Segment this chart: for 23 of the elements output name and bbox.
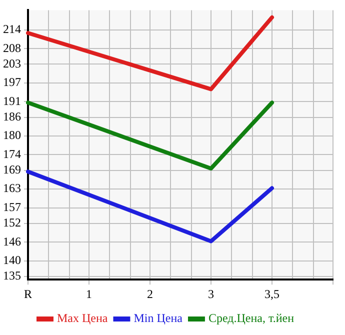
y-tick-label: 163 <box>3 181 21 196</box>
y-tick-label: 146 <box>3 234 21 248</box>
legend-label: Сред.Цена, т.йен <box>208 311 295 326</box>
x-tick-label: R <box>24 286 32 301</box>
y-tick-label: 135 <box>3 268 21 283</box>
y-tick-label: 152 <box>3 216 21 230</box>
y-tick-label: 214 <box>3 22 21 36</box>
x-tick-label: 3 <box>208 286 214 301</box>
y-tick-label: 174 <box>3 146 21 161</box>
x-tick-label: 1 <box>86 286 92 301</box>
y-tick-label: 197 <box>3 75 21 90</box>
y-tick-label: 203 <box>3 56 21 70</box>
y-tick-label: 157 <box>3 200 21 214</box>
y-tick-label: 208 <box>3 40 21 55</box>
x-tick-label: 3,5 <box>264 286 280 301</box>
x-tick-label: 2 <box>147 286 153 301</box>
legend-label: Min Цена <box>134 311 184 326</box>
y-tick-label: 169 <box>3 162 21 176</box>
legend-label: Max Цена <box>56 311 108 326</box>
y-tick-label: 140 <box>3 253 21 268</box>
y-tick-label: 191 <box>3 94 21 108</box>
y-tick-label: 186 <box>3 109 21 124</box>
y-tick-label: 180 <box>3 128 21 142</box>
